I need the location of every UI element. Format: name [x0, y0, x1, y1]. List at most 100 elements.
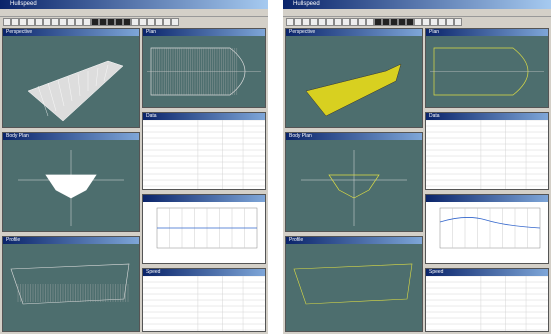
- section: [45, 174, 97, 199]
- tool-button: [382, 18, 390, 26]
- tool-button: [326, 18, 334, 26]
- tool-button: [286, 18, 294, 26]
- tool-button: [350, 18, 358, 26]
- tool-button: [3, 18, 11, 26]
- station: [57, 79, 65, 107]
- tool-button: [390, 18, 398, 26]
- pane-header: [426, 195, 548, 202]
- pane-title: Data: [143, 113, 265, 120]
- view-pane: Profile: [285, 236, 423, 332]
- tool-button: [446, 18, 454, 26]
- graph-pane: [142, 194, 266, 264]
- plan-outline: [150, 47, 246, 96]
- pane-title: Body Plan: [3, 133, 139, 140]
- tool-button: [422, 18, 430, 26]
- view-pane: Data: [142, 112, 266, 190]
- toolbar: [283, 17, 551, 26]
- profile: [293, 263, 413, 305]
- pane-title: Profile: [286, 237, 422, 244]
- title-bar: Hullspeed: [283, 0, 551, 9]
- tool-button: [171, 18, 179, 26]
- view: [426, 120, 548, 189]
- graph: [439, 207, 541, 249]
- pane-title: Profile: [3, 237, 139, 244]
- view: [143, 120, 265, 189]
- hull: [27, 60, 124, 122]
- tool-button: [59, 18, 67, 26]
- view: [293, 263, 413, 305]
- station: [77, 73, 81, 97]
- tool-button: [334, 18, 342, 26]
- tool-button: [27, 18, 35, 26]
- tool-button: [163, 18, 171, 26]
- pane-title: Perspective: [286, 29, 422, 36]
- graph: [156, 207, 258, 249]
- pane-title: Plan: [426, 29, 548, 36]
- tool-button: [294, 18, 302, 26]
- tool-button: [430, 18, 438, 26]
- tool-button: [406, 18, 414, 26]
- view: [147, 47, 261, 96]
- tool-button: [99, 18, 107, 26]
- plan-outline: [433, 47, 529, 96]
- pane-title: Plan: [143, 29, 265, 36]
- tool-button: [75, 18, 83, 26]
- view-pane: Body Plan: [2, 132, 140, 232]
- station: [47, 82, 57, 112]
- view-pane: Plan: [142, 28, 266, 108]
- profile: [10, 263, 130, 305]
- tool-button: [91, 18, 99, 26]
- pane-title: Speed: [143, 269, 265, 276]
- tool-button: [51, 18, 59, 26]
- station: [37, 85, 49, 117]
- tool-button: [155, 18, 163, 26]
- pane-header: [143, 195, 265, 202]
- view: [10, 263, 130, 305]
- view-pane: Perspective: [285, 28, 423, 128]
- view: [430, 47, 544, 96]
- app-window: Hullspeed Perspective Plan Body Plan Data Pro…: [0, 0, 268, 334]
- tool-button: [454, 18, 462, 26]
- view-pane: Speed: [142, 268, 266, 332]
- pane-title: Data: [426, 113, 548, 120]
- tool-button: [398, 18, 406, 26]
- view-pane: Data: [425, 112, 549, 190]
- pane-title: Body Plan: [286, 133, 422, 140]
- pane-title: Speed: [426, 269, 548, 276]
- station: [67, 76, 73, 102]
- view: [301, 150, 407, 226]
- tool-button: [139, 18, 147, 26]
- tool-button: [115, 18, 123, 26]
- view-pane: Perspective: [2, 28, 140, 128]
- tool-button: [147, 18, 155, 26]
- menu-bar: [283, 9, 551, 17]
- view: [143, 276, 265, 331]
- view-pane: Profile: [2, 236, 140, 332]
- tool-button: [107, 18, 115, 26]
- graph-pane: [425, 194, 549, 264]
- tool-button: [83, 18, 91, 26]
- view: [305, 63, 402, 117]
- station: [95, 67, 99, 87]
- station: [103, 64, 109, 82]
- tool-button: [438, 18, 446, 26]
- tool-button: [43, 18, 51, 26]
- view-pane: Plan: [425, 28, 549, 108]
- view: [426, 276, 548, 331]
- view-pane: Body Plan: [285, 132, 423, 232]
- tool-button: [35, 18, 43, 26]
- tool-button: [19, 18, 27, 26]
- tool-button: [358, 18, 366, 26]
- tool-button: [342, 18, 350, 26]
- tool-button: [11, 18, 19, 26]
- tool-button: [318, 18, 326, 26]
- toolbar: [0, 17, 268, 26]
- tool-button: [414, 18, 422, 26]
- tool-button: [123, 18, 131, 26]
- view: [18, 150, 124, 226]
- section: [328, 174, 380, 199]
- app-window: Hullspeed Perspective Plan Body Plan Data Pro…: [283, 0, 551, 334]
- tool-button: [131, 18, 139, 26]
- curve: [439, 217, 541, 229]
